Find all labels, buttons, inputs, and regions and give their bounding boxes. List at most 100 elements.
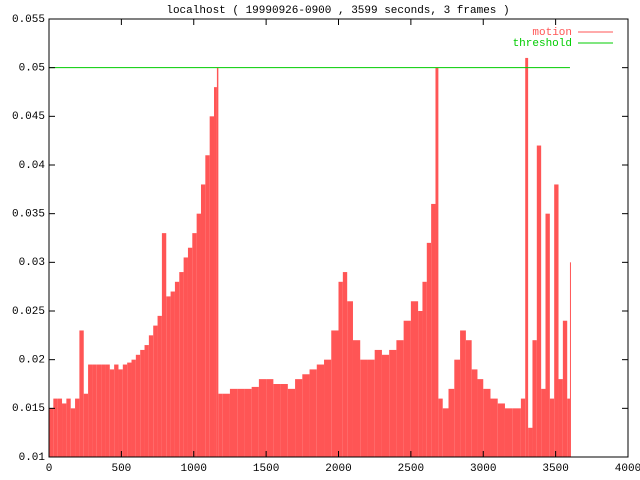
- motion-bar: [471, 369, 478, 457]
- motion-bar: [549, 398, 555, 457]
- motion-bar: [70, 408, 76, 457]
- motion-bar: [389, 349, 397, 457]
- x-tick-label: 4000: [615, 463, 640, 475]
- motion-bar: [127, 362, 132, 457]
- motion-bar: [214, 87, 217, 457]
- motion-bar: [135, 354, 141, 457]
- motion-bar: [316, 364, 325, 457]
- y-tick-label: 0.03: [19, 257, 45, 269]
- motion-bar: [442, 408, 449, 457]
- motion-bar: [418, 311, 423, 457]
- motion-bar: [374, 349, 382, 457]
- motion-bar: [403, 320, 411, 457]
- x-tick-label: 3000: [470, 463, 496, 475]
- motion-bar: [347, 301, 353, 457]
- y-tick-label: 0.04: [19, 160, 46, 172]
- motion-bar: [109, 369, 115, 457]
- x-tick-label: 0: [46, 463, 53, 475]
- motion-bar: [192, 233, 197, 457]
- x-tick-label: 1500: [253, 463, 279, 475]
- motion-bar: [153, 325, 158, 457]
- motion-bar: [497, 403, 505, 457]
- motion-bar: [381, 354, 390, 457]
- motion-bar: [324, 359, 332, 457]
- y-tick-label: 0.015: [12, 403, 45, 415]
- motion-bar: [352, 340, 361, 457]
- motion-bar: [460, 330, 466, 457]
- motion-bar: [183, 257, 188, 457]
- motion-bar: [490, 398, 498, 457]
- motion-bar: [205, 155, 210, 457]
- x-tick-label: 2500: [398, 463, 424, 475]
- motion-bar: [465, 340, 472, 457]
- motion-bar: [435, 67, 439, 458]
- x-tick-label: 500: [111, 463, 131, 475]
- x-tick-label: 1000: [181, 463, 207, 475]
- y-tick-label: 0.035: [12, 209, 45, 221]
- motion-bar: [244, 388, 252, 457]
- motion-bar: [53, 398, 58, 457]
- motion-bar: [179, 272, 184, 457]
- motion-bar: [161, 233, 167, 457]
- motion-bar: [273, 384, 281, 457]
- motion-bar: [536, 145, 542, 458]
- motion-bar: [525, 57, 529, 457]
- motion-bar: [541, 388, 546, 457]
- y-tick-label: 0.05: [19, 63, 45, 75]
- motion-bar: [302, 374, 310, 457]
- x-tick-label: 3500: [542, 463, 568, 475]
- motion-bar: [114, 364, 119, 457]
- y-tick-label: 0.025: [12, 306, 45, 318]
- motion-bar: [79, 330, 84, 457]
- motion-bar: [187, 247, 193, 457]
- motion-bar: [562, 320, 568, 457]
- motion-bar: [558, 379, 563, 457]
- motion-bar: [101, 364, 106, 457]
- motion-bar: [569, 262, 571, 457]
- motion-bar: [448, 388, 455, 457]
- motion-bar: [144, 345, 149, 457]
- motion-bar: [438, 398, 443, 457]
- motion-bar: [360, 359, 368, 457]
- y-tick-label: 0.01: [19, 452, 46, 464]
- motion-bar: [520, 398, 526, 457]
- motion-bar: [229, 388, 238, 457]
- motion-bar: [512, 408, 521, 457]
- motion-bar: [174, 281, 180, 457]
- motion-bar: [532, 340, 537, 457]
- motion-bar: [367, 359, 375, 457]
- motion-bar: [105, 364, 110, 457]
- y-tick-label: 0.055: [12, 14, 45, 26]
- motion-bar: [166, 296, 171, 457]
- motion-bar: [237, 388, 245, 457]
- motion-bar: [454, 359, 461, 457]
- motion-bar: [567, 398, 570, 457]
- x-tick-label: 2000: [325, 463, 351, 475]
- motion-bar: [477, 379, 484, 457]
- motion-bar: [170, 291, 175, 457]
- motion-bar: [222, 393, 230, 457]
- motion-bar: [148, 335, 154, 457]
- motion-bar: [431, 203, 436, 457]
- motion-bar: [88, 364, 93, 457]
- y-tick-label: 0.045: [12, 111, 45, 123]
- y-tick-label: 0.02: [19, 355, 45, 367]
- motion-bar: [295, 379, 303, 457]
- motion-bar: [92, 364, 97, 457]
- motion-bar: [200, 184, 206, 457]
- motion-bar: [218, 393, 223, 457]
- motion-bar: [140, 349, 145, 457]
- motion-bar: [216, 67, 219, 458]
- motion-bar: [528, 427, 533, 457]
- motion-bar: [504, 408, 513, 457]
- motion-bar: [331, 330, 339, 457]
- motion-bar: [118, 369, 123, 457]
- motion-bar: [196, 213, 201, 457]
- motion-bar: [545, 213, 550, 457]
- legend-label: threshold: [513, 38, 572, 50]
- motion-bar: [83, 393, 89, 457]
- motion-bar: [396, 340, 404, 457]
- motion-bar: [426, 242, 432, 457]
- motion-bar: [287, 388, 296, 457]
